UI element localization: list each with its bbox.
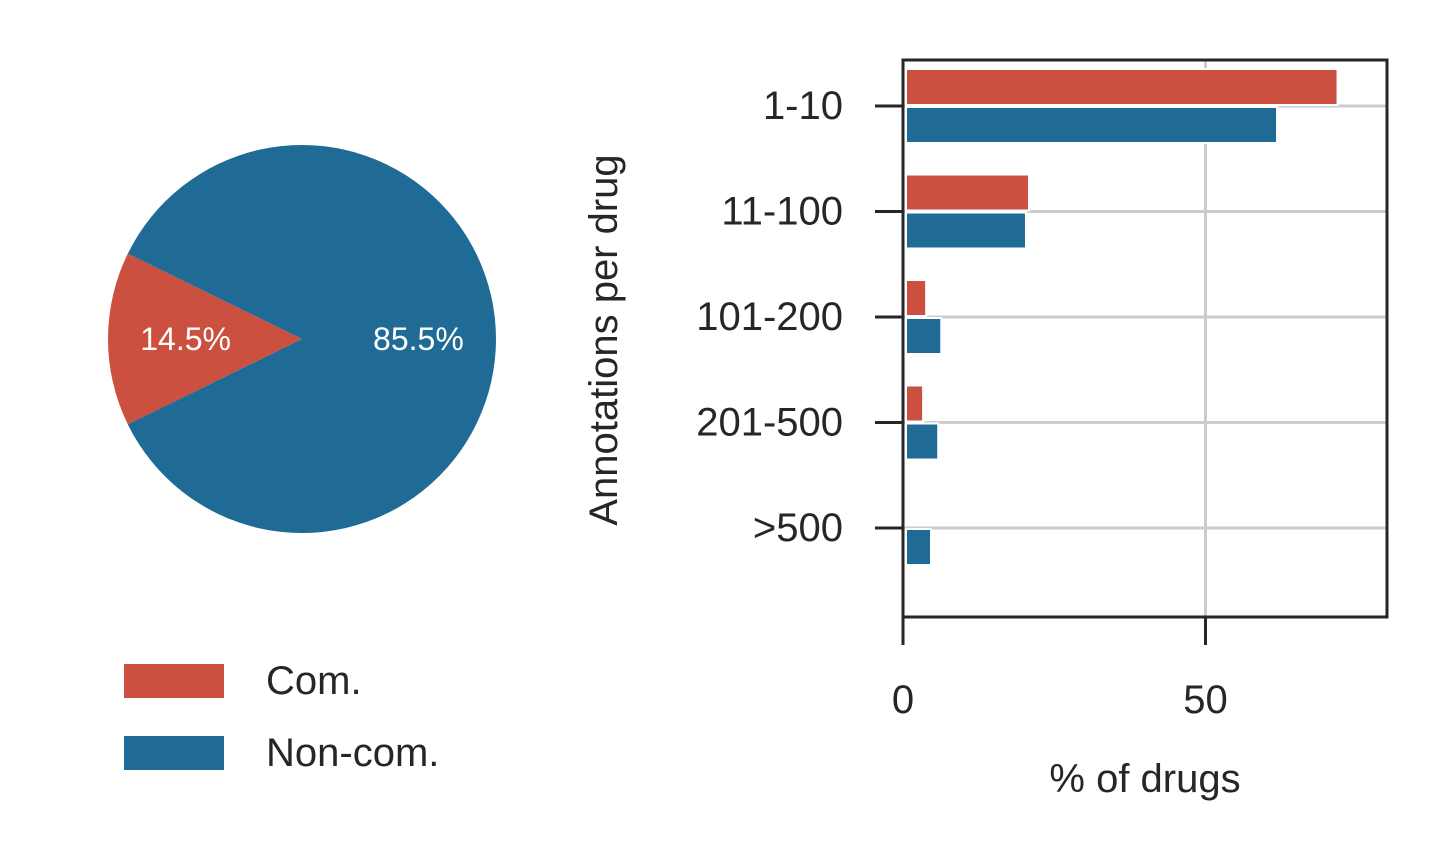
bar-non-com-201-500 [907,424,938,459]
legend-label-com: Com. [266,659,362,703]
bar-non-com-101-200 [907,319,941,353]
pie-chart: 14.5% 85.5% [107,145,496,533]
y-axis-label: Annotations per drug [582,154,626,525]
bar-com-201-500 [907,386,923,421]
legend-swatch-com [124,664,224,698]
x-axis-label: % of drugs [1049,757,1240,801]
bar-com-1-10 [907,70,1337,104]
bar-com-11-100 [907,175,1028,210]
pie-legend: Com. Non-com. [124,659,439,775]
pie-slice-label-non-com: 85.5% [373,321,464,357]
x-tick-label-0: 0 [892,678,914,722]
bar-marks [905,68,1339,566]
bar-non-com-500 [907,530,930,564]
bar-plot-frame [901,58,1389,619]
legend-label-non-com: Non-com. [266,731,439,775]
x-tick-label-50: 50 [1183,678,1228,722]
y-tick-label-201-500: 201-500 [696,401,843,445]
y-tick-label-101-200: 101-200 [696,295,843,339]
pie-slice-non-com [127,145,496,533]
bar-chart: 1-10 11-100 101-200 201-500 >500 0 50 % of dru… [582,58,1389,801]
pie-slice-com [107,253,302,425]
legend-swatch-non-com [124,736,224,770]
y-tick-label-1-10: 1-10 [763,84,843,128]
bar-com-101-200 [907,281,926,315]
pie-slice-label-com: 14.5% [140,321,231,357]
bar-ticks: 1-10 11-100 101-200 201-500 >500 0 50 [696,84,1228,722]
bar-non-com-11-100 [907,213,1025,248]
y-tick-label-11-100: 11-100 [721,190,843,234]
y-tick-label-500: >500 [753,506,843,550]
bar-non-com-1-10 [907,108,1277,142]
